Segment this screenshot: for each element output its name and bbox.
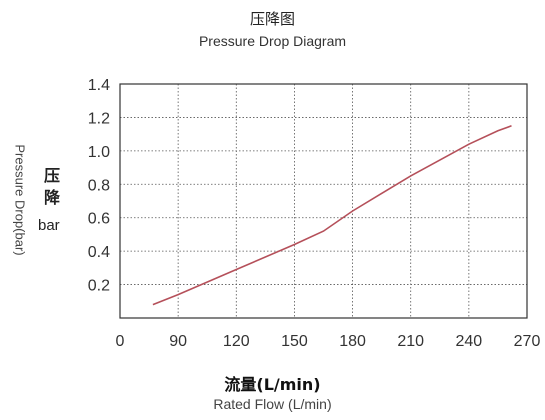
- x-tick-label: 270: [514, 333, 541, 350]
- y-axis-unit: bar: [38, 217, 60, 234]
- y-axis-label-cn: 压降: [43, 166, 60, 207]
- y-tick-label: 1.2: [88, 110, 110, 127]
- y-tick-label: 0.2: [88, 278, 110, 295]
- x-tick-label: 210: [397, 333, 424, 350]
- chart-grid: [120, 83, 528, 318]
- chart-title: 压降图: [249, 10, 295, 28]
- x-tick-label: 120: [223, 333, 250, 350]
- y-tick-label: 0.8: [88, 177, 110, 194]
- x-axis-label-cn: 流量(L/min): [224, 375, 321, 394]
- series-line: [152, 125, 512, 306]
- y-tick-label: 1.4: [88, 77, 110, 94]
- x-axis-label: Rated Flow (L/min): [213, 396, 332, 412]
- x-tick-label: 240: [456, 333, 483, 350]
- y-tick-label: 0.6: [88, 211, 110, 228]
- x-tick-label: 0: [116, 333, 125, 350]
- x-tick-label: 180: [339, 333, 366, 350]
- chart-subtitle: Pressure Drop Diagram: [198, 33, 347, 49]
- y-tick-label: 0.4: [88, 244, 110, 261]
- x-tick-label: 150: [281, 333, 308, 350]
- y-tick-labels: 0.2 0.4 0.6 0.8 1.0 1.2 1.4: [88, 77, 110, 295]
- y-tick-label: 1.0: [88, 144, 110, 161]
- plot-area-frame: [119, 83, 528, 319]
- x-tick-label: 90: [169, 333, 187, 350]
- x-tick-labels: 0 90 120 150 180 210 240 270: [116, 333, 541, 350]
